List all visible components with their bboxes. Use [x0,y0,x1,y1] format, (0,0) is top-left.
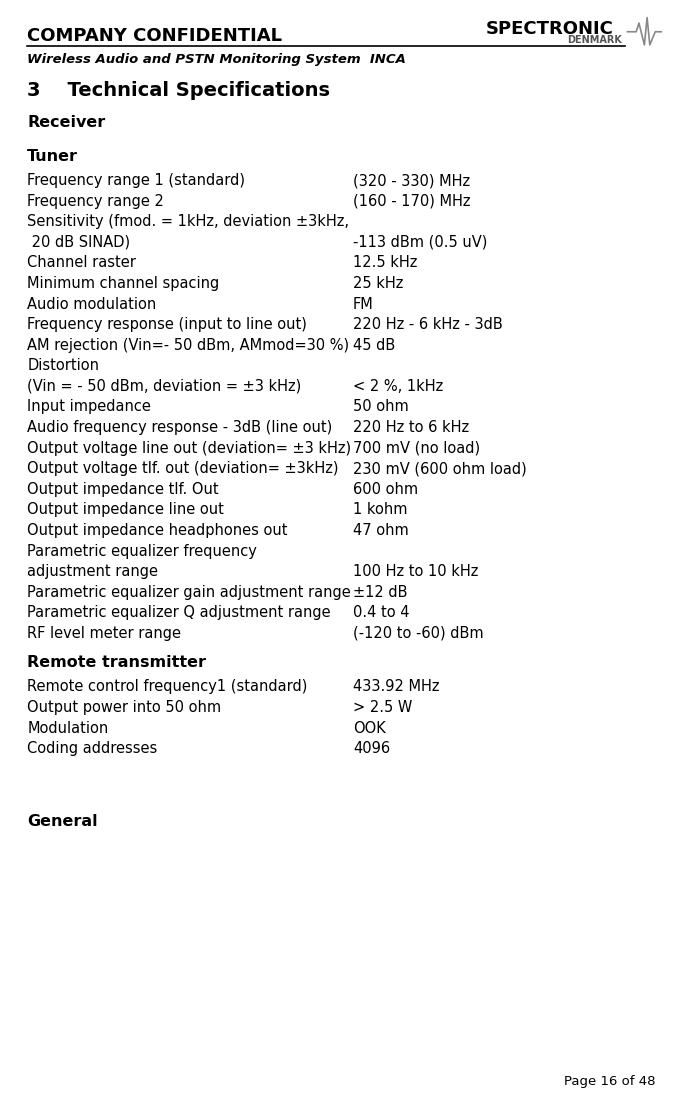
Text: Coding addresses: Coding addresses [27,741,158,756]
Text: ±12 dB: ±12 dB [353,585,407,600]
Text: AM rejection (Vin=- 50 dBm, AMmod=30 %): AM rejection (Vin=- 50 dBm, AMmod=30 %) [27,337,349,353]
Text: Tuner: Tuner [27,149,78,164]
Text: Output voltage line out (deviation= ±3 kHz): Output voltage line out (deviation= ±3 k… [27,440,351,456]
Text: Frequency response (input to line out): Frequency response (input to line out) [27,318,307,332]
Text: -113 dBm (0.5 uV): -113 dBm (0.5 uV) [353,234,488,250]
Text: Wireless Audio and PSTN Monitoring System  INCA: Wireless Audio and PSTN Monitoring Syste… [27,53,406,66]
Text: Output impedance tlf. Out: Output impedance tlf. Out [27,482,219,497]
Text: 700 mV (no load): 700 mV (no load) [353,440,480,456]
Text: FM: FM [353,297,374,311]
Text: Channel raster: Channel raster [27,255,136,270]
Text: (-120 to -60) dBm: (-120 to -60) dBm [353,626,483,641]
Text: COMPANY CONFIDENTIAL: COMPANY CONFIDENTIAL [27,27,282,45]
Text: OOK: OOK [353,721,386,736]
Text: Parametric equalizer gain adjustment range: Parametric equalizer gain adjustment ran… [27,585,351,600]
Text: Input impedance: Input impedance [27,400,151,414]
Text: 45 dB: 45 dB [353,337,395,353]
Text: 220 Hz to 6 kHz: 220 Hz to 6 kHz [353,420,469,435]
Text: > 2.5 W: > 2.5 W [353,700,412,715]
Text: General: General [27,815,98,829]
Text: RF level meter range: RF level meter range [27,626,181,641]
Text: Frequency range 1 (standard): Frequency range 1 (standard) [27,173,245,188]
Text: Output voltage tlf. out (deviation= ±3kHz): Output voltage tlf. out (deviation= ±3kH… [27,461,339,476]
Text: SPECTRONIC: SPECTRONIC [485,20,613,37]
Text: 47 ohm: 47 ohm [353,523,409,538]
Text: Receiver: Receiver [27,115,105,130]
Text: Audio frequency response - 3dB (line out): Audio frequency response - 3dB (line out… [27,420,333,435]
Text: Output impedance line out: Output impedance line out [27,503,224,517]
Text: Parametric equalizer Q adjustment range: Parametric equalizer Q adjustment range [27,606,331,620]
Text: 20 dB SINAD): 20 dB SINAD) [27,234,130,250]
Text: 0.4 to 4: 0.4 to 4 [353,606,409,620]
Text: Remote transmitter: Remote transmitter [27,655,206,670]
Text: Audio modulation: Audio modulation [27,297,156,311]
Text: adjustment range: adjustment range [27,564,158,579]
Text: 3    Technical Specifications: 3 Technical Specifications [27,81,330,100]
Text: 1 kohm: 1 kohm [353,503,407,517]
Text: DENMARK: DENMARK [567,35,622,45]
Text: 4096: 4096 [353,741,390,756]
Text: < 2 %, 1kHz: < 2 %, 1kHz [353,379,443,394]
Text: (Vin = - 50 dBm, deviation = ±3 kHz): (Vin = - 50 dBm, deviation = ±3 kHz) [27,379,301,394]
Text: Sensitivity (fmod. = 1kHz, deviation ±3kHz,: Sensitivity (fmod. = 1kHz, deviation ±3k… [27,215,349,229]
Text: 100 Hz to 10 kHz: 100 Hz to 10 kHz [353,564,479,579]
Text: (320 - 330) MHz: (320 - 330) MHz [353,173,470,188]
Text: (160 - 170) MHz: (160 - 170) MHz [353,194,471,208]
Text: 433.92 MHz: 433.92 MHz [353,679,439,694]
Text: 220 Hz - 6 kHz - 3dB: 220 Hz - 6 kHz - 3dB [353,318,503,332]
Text: Parametric equalizer frequency: Parametric equalizer frequency [27,543,257,558]
Text: 600 ohm: 600 ohm [353,482,418,497]
Text: Page 16 of 48: Page 16 of 48 [564,1075,655,1088]
Text: 12.5 kHz: 12.5 kHz [353,255,418,270]
Text: Output impedance headphones out: Output impedance headphones out [27,523,288,538]
Text: Remote control frequency1 (standard): Remote control frequency1 (standard) [27,679,308,694]
Text: 230 mV (600 ohm load): 230 mV (600 ohm load) [353,461,527,476]
Text: 25 kHz: 25 kHz [353,276,403,291]
Text: Frequency range 2: Frequency range 2 [27,194,164,208]
Text: Modulation: Modulation [27,721,109,736]
Text: Distortion: Distortion [27,358,99,373]
Text: Output power into 50 ohm: Output power into 50 ohm [27,700,221,715]
Text: Minimum channel spacing: Minimum channel spacing [27,276,219,291]
Text: 50 ohm: 50 ohm [353,400,409,414]
